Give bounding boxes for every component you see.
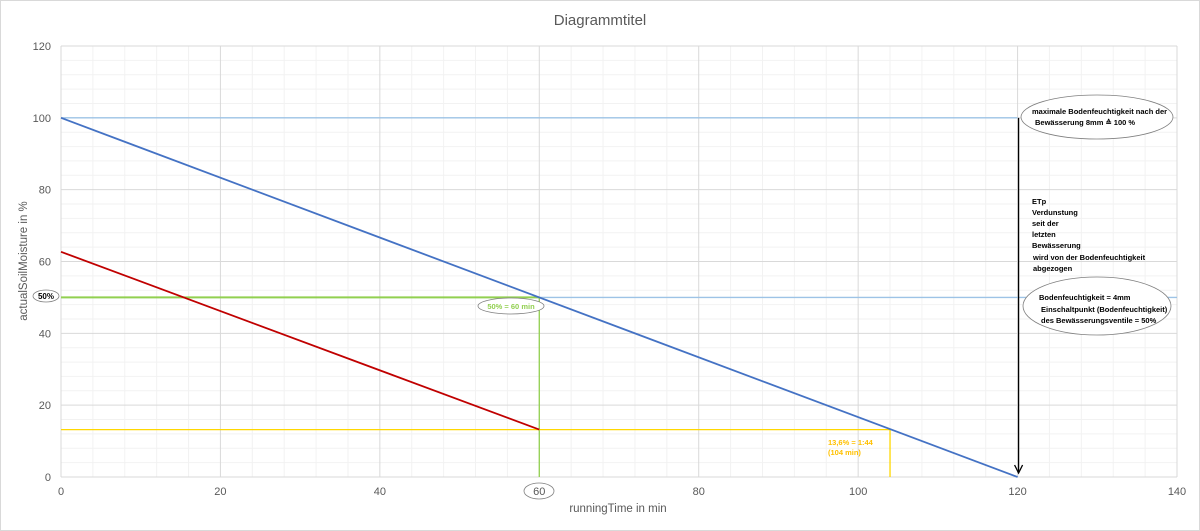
etp-line3: seit der <box>1032 219 1059 228</box>
arrow-head <box>1013 464 1024 475</box>
y-tick-label: 100 <box>33 113 51 125</box>
y-axis-title: actualSoilMoisture in % <box>18 201 30 321</box>
etp-line4: letzten <box>1032 230 1056 239</box>
y-tick-label: 120 <box>33 41 51 53</box>
x-axis-ticks: 0 20 40 60 80 100 120 140 <box>58 486 1186 498</box>
y-tick-label: 0 <box>45 472 51 484</box>
y-tick-label: 80 <box>39 185 51 197</box>
x-tag-ellipse <box>523 482 555 500</box>
reference-lines <box>61 117 1177 477</box>
x-tick-label: 80 <box>693 486 705 498</box>
x-tick-label: 120 <box>1008 486 1026 498</box>
y-tag-50: 50% <box>32 289 60 303</box>
switch-point-annotation: Bodenfeuchtigkeit = 4mm Einschaltpunkt (… <box>1022 276 1172 336</box>
x-tick-label: 20 <box>214 486 226 498</box>
switch-point-line3: des Bewässerungsventile = 50% <box>1041 316 1157 325</box>
y-tag-ellipse <box>32 289 60 303</box>
x-tag-60 <box>523 482 555 500</box>
max-moisture-ellipse <box>1020 94 1174 140</box>
y-tick-label: 60 <box>39 257 51 269</box>
y-tick-label: 20 <box>39 400 51 412</box>
green-annotation: 50% = 60 min <box>477 297 545 315</box>
y-axis-ticks: 0 20 40 60 80 100 120 <box>33 41 51 484</box>
x-axis-title: runningTime in min <box>569 503 666 515</box>
etp-annotation: ETp Verdunstung seit der letzten Bewässe… <box>1032 197 1146 273</box>
yellow-annotation-line2: (104 min) <box>828 448 861 457</box>
max-moisture-annotation: maximale Bodenfeuchtigkeit nach der Bewä… <box>1020 94 1174 140</box>
green-annotation-label: 50% = 60 min <box>487 302 535 311</box>
etp-line2: Verdunstung <box>1032 208 1078 217</box>
yellow-annotation-line1: 13,6% = 1:44 <box>828 438 874 447</box>
switch-point-line2: Einschaltpunkt (Bodenfeuchtigkeit) <box>1041 305 1168 314</box>
series-line <box>60 250 540 431</box>
x-tick-label: 140 <box>1168 486 1186 498</box>
x-tick-label: 60 <box>533 486 545 498</box>
etp-line5: Bewässerung <box>1032 241 1081 250</box>
yellow-annotation: 13,6% = 1:44 (104 min) <box>828 438 874 457</box>
x-tick-label: 100 <box>849 486 867 498</box>
etp-line7: abgezogen <box>1033 264 1073 273</box>
switch-point-line1: Bodenfeuchtigkeit = 4mm <box>1039 293 1131 302</box>
green-annotation-ellipse <box>477 297 545 315</box>
data-series <box>60 116 1018 478</box>
etp-line1: ETp <box>1032 197 1047 206</box>
chart-title: Diagrammtitel <box>554 12 647 29</box>
series-line <box>60 116 1018 478</box>
x-tick-label: 40 <box>374 486 386 498</box>
max-moisture-line1: maximale Bodenfeuchtigkeit nach der <box>1032 107 1167 116</box>
etp-line6: wird von der Bodenfeuchtigkeit <box>1032 253 1146 262</box>
switch-point-ellipse <box>1022 276 1172 336</box>
y-tick-label: 40 <box>39 328 51 340</box>
max-moisture-line2: Bewässerung 8mm ≙ 100 % <box>1035 118 1135 127</box>
evaporation-arrow <box>1013 117 1024 475</box>
y-tag-label: 50% <box>38 292 54 301</box>
x-tick-label: 0 <box>58 486 64 498</box>
